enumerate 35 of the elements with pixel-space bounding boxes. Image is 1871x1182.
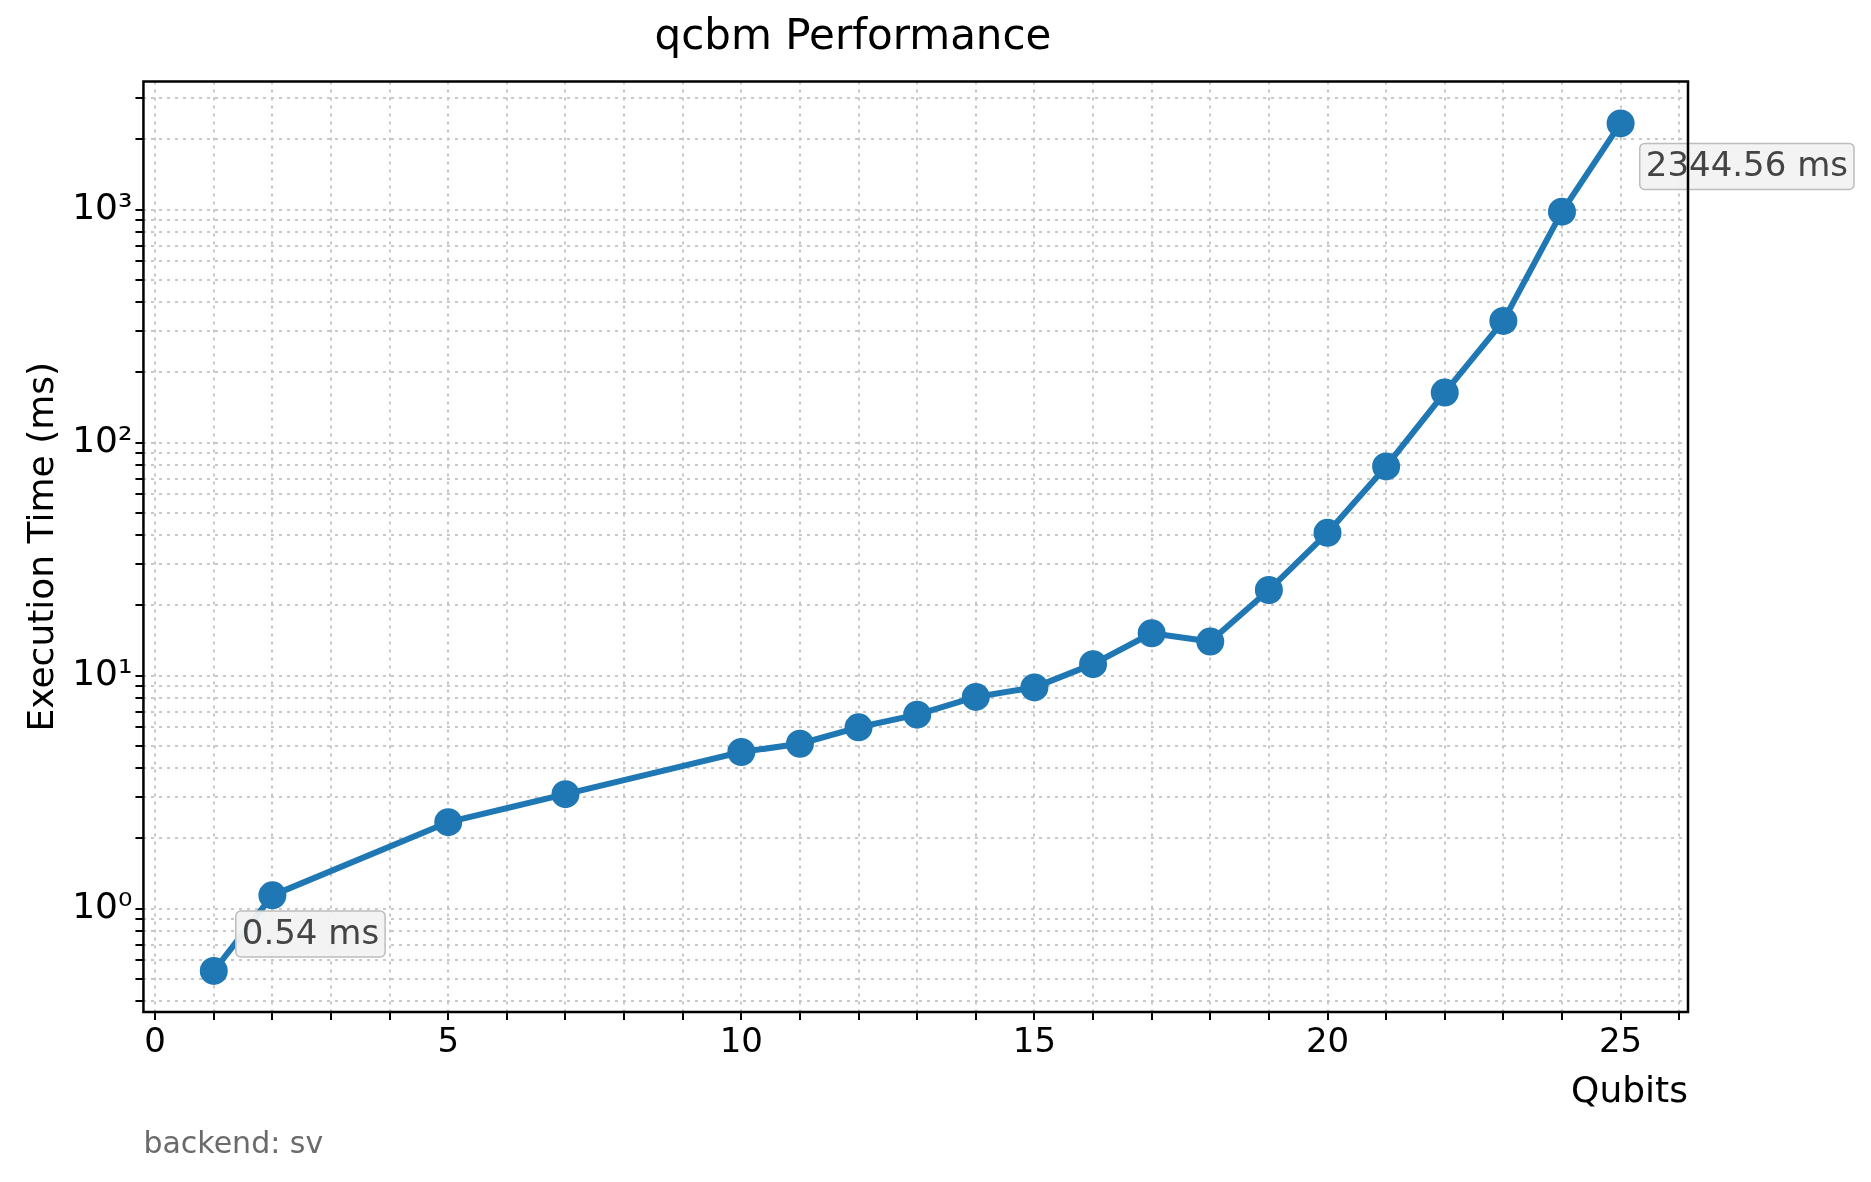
y-tick-label: 10⁰ xyxy=(72,884,133,926)
point xyxy=(199,956,228,985)
y-tick-label: 10³ xyxy=(72,185,133,227)
point xyxy=(434,808,463,837)
x-tick-label: 25 xyxy=(1598,1020,1643,1061)
x-tick-label: 15 xyxy=(1012,1020,1057,1061)
point xyxy=(1372,452,1401,481)
point xyxy=(785,729,814,758)
x-tick-label: 10 xyxy=(719,1020,763,1061)
point xyxy=(551,780,580,809)
point xyxy=(1313,518,1342,547)
y-tick-label: 10¹ xyxy=(72,651,133,693)
x-tick-label: 20 xyxy=(1305,1020,1350,1061)
x-tick-label: 5 xyxy=(437,1020,460,1061)
point xyxy=(961,682,990,711)
point xyxy=(1137,619,1166,648)
point xyxy=(1079,650,1108,679)
point xyxy=(1547,197,1576,226)
point xyxy=(1489,306,1518,335)
y-axis-title: Execution Time (ms) xyxy=(19,361,61,732)
text: backend: sv xyxy=(143,1124,324,1160)
x-axis-title: Qubits xyxy=(1571,1068,1688,1110)
point xyxy=(1430,378,1459,407)
point xyxy=(903,700,932,729)
point xyxy=(844,713,873,742)
y-tick-label: 10² xyxy=(72,418,133,460)
point xyxy=(727,738,756,767)
point xyxy=(1196,627,1225,656)
point xyxy=(1606,109,1635,138)
x-tick-label: 0 xyxy=(144,1020,166,1061)
point xyxy=(258,881,287,910)
annotation: 0.54 ms xyxy=(241,911,380,952)
chart-title: qcbm Performance xyxy=(654,10,1052,60)
point xyxy=(1020,673,1049,702)
point xyxy=(1254,576,1283,605)
